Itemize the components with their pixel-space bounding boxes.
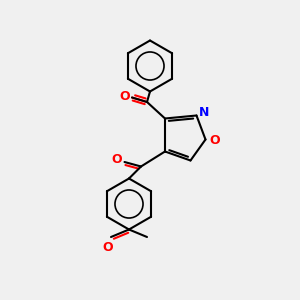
Text: O: O [103, 241, 113, 254]
Text: O: O [112, 153, 122, 166]
Text: N: N [199, 106, 209, 119]
Text: O: O [209, 134, 220, 148]
Text: O: O [119, 89, 130, 103]
